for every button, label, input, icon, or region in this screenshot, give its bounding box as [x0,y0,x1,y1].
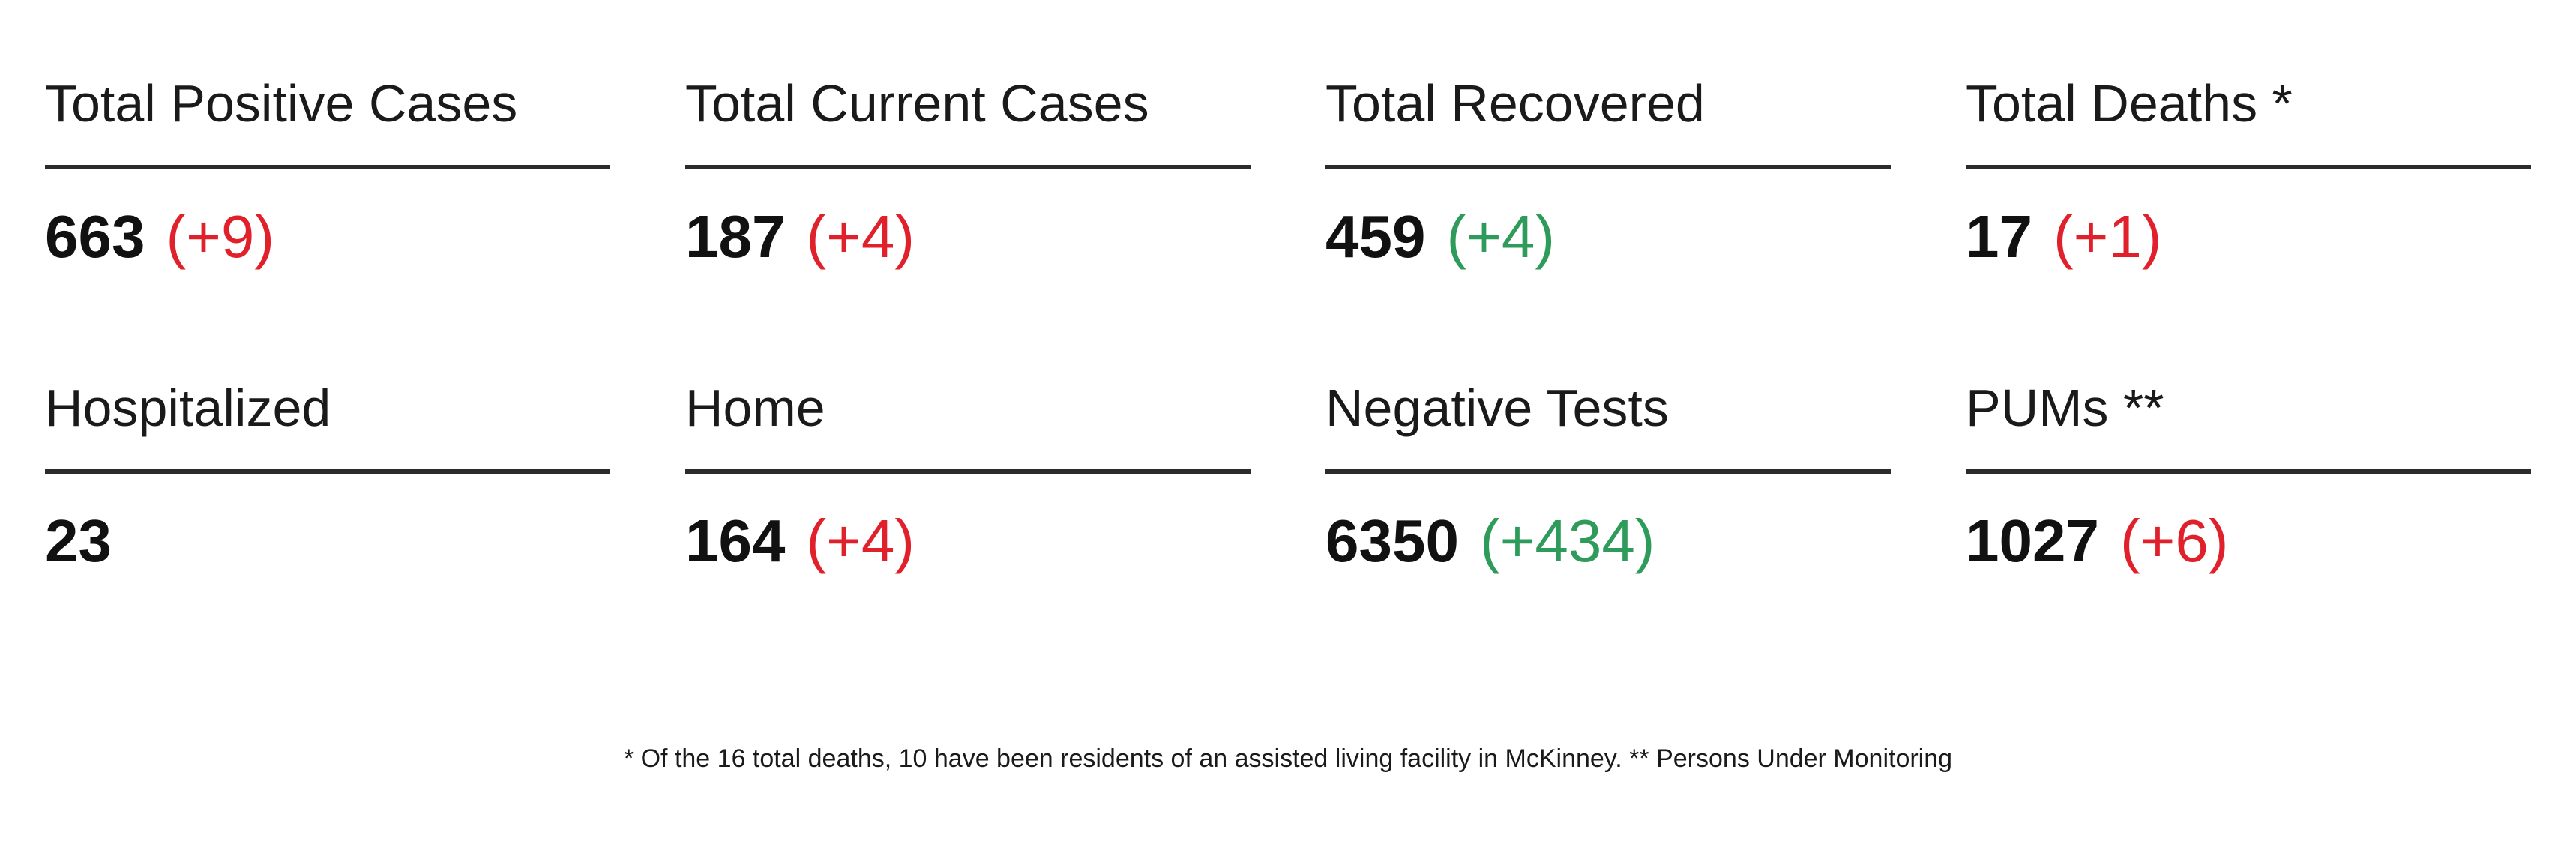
stat-change: (+4) [806,203,915,270]
stat-card-total-current-cases: Total Current Cases 187 (+4) [685,72,1251,273]
divider [45,165,610,169]
stat-value: 6350 [1325,507,1459,574]
divider [1966,469,2531,474]
divider [1325,469,1891,474]
stat-value: 1027 [1966,507,2099,574]
stat-label: Total Positive Cases [45,74,518,133]
stats-grid: Total Positive Cases 663 (+9) Total Curre… [45,72,2534,577]
stat-change: (+6) [2119,507,2229,574]
divider [685,469,1251,474]
stat-value: 164 [685,507,786,574]
stat-card-pums: PUMs ** 1027 (+6) [1966,376,2531,577]
stat-label: Total Recovered [1325,74,1705,133]
stat-value: 17 [1966,203,2032,270]
stat-change: (+4) [806,507,915,574]
stat-value: 459 [1325,203,1426,270]
stat-card-total-positive-cases: Total Positive Cases 663 (+9) [45,72,610,273]
stat-card-negative-tests: Negative Tests 6350 (+434) [1325,376,1891,577]
stat-change: (+434) [1479,507,1655,574]
stat-value: 187 [685,203,786,270]
divider [45,469,610,474]
divider [1966,165,2531,169]
stat-values: 23 [45,505,610,577]
stat-label: Home [685,379,825,437]
stat-values: 6350 (+434) [1325,505,1891,577]
stat-values: 663 (+9) [45,201,610,273]
stat-change: (+9) [166,203,274,270]
stat-label: Total Current Cases [685,74,1149,133]
stat-card-total-deaths: Total Deaths * 17 (+1) [1966,72,2531,273]
divider [1325,165,1891,169]
stat-values: 164 (+4) [685,505,1251,577]
stat-card-hospitalized: Hospitalized 23 [45,376,610,577]
stat-label: PUMs ** [1966,379,2164,437]
stat-label: Hospitalized [45,379,331,437]
stat-values: 187 (+4) [685,201,1251,273]
stat-label: Negative Tests [1325,379,1669,437]
stat-value: 663 [45,203,145,270]
stat-change: (+1) [2053,203,2162,270]
footnote: * Of the 16 total deaths, 10 have been r… [623,744,1953,773]
stat-values: 459 (+4) [1325,201,1891,273]
divider [685,165,1251,169]
stat-values: 17 (+1) [1966,201,2531,273]
stat-card-home: Home 164 (+4) [685,376,1251,577]
stat-label: Total Deaths * [1966,74,2293,133]
stat-value: 23 [45,507,112,574]
stat-values: 1027 (+6) [1966,505,2531,577]
stat-card-total-recovered: Total Recovered 459 (+4) [1325,72,1891,273]
stat-change: (+4) [1446,203,1555,270]
